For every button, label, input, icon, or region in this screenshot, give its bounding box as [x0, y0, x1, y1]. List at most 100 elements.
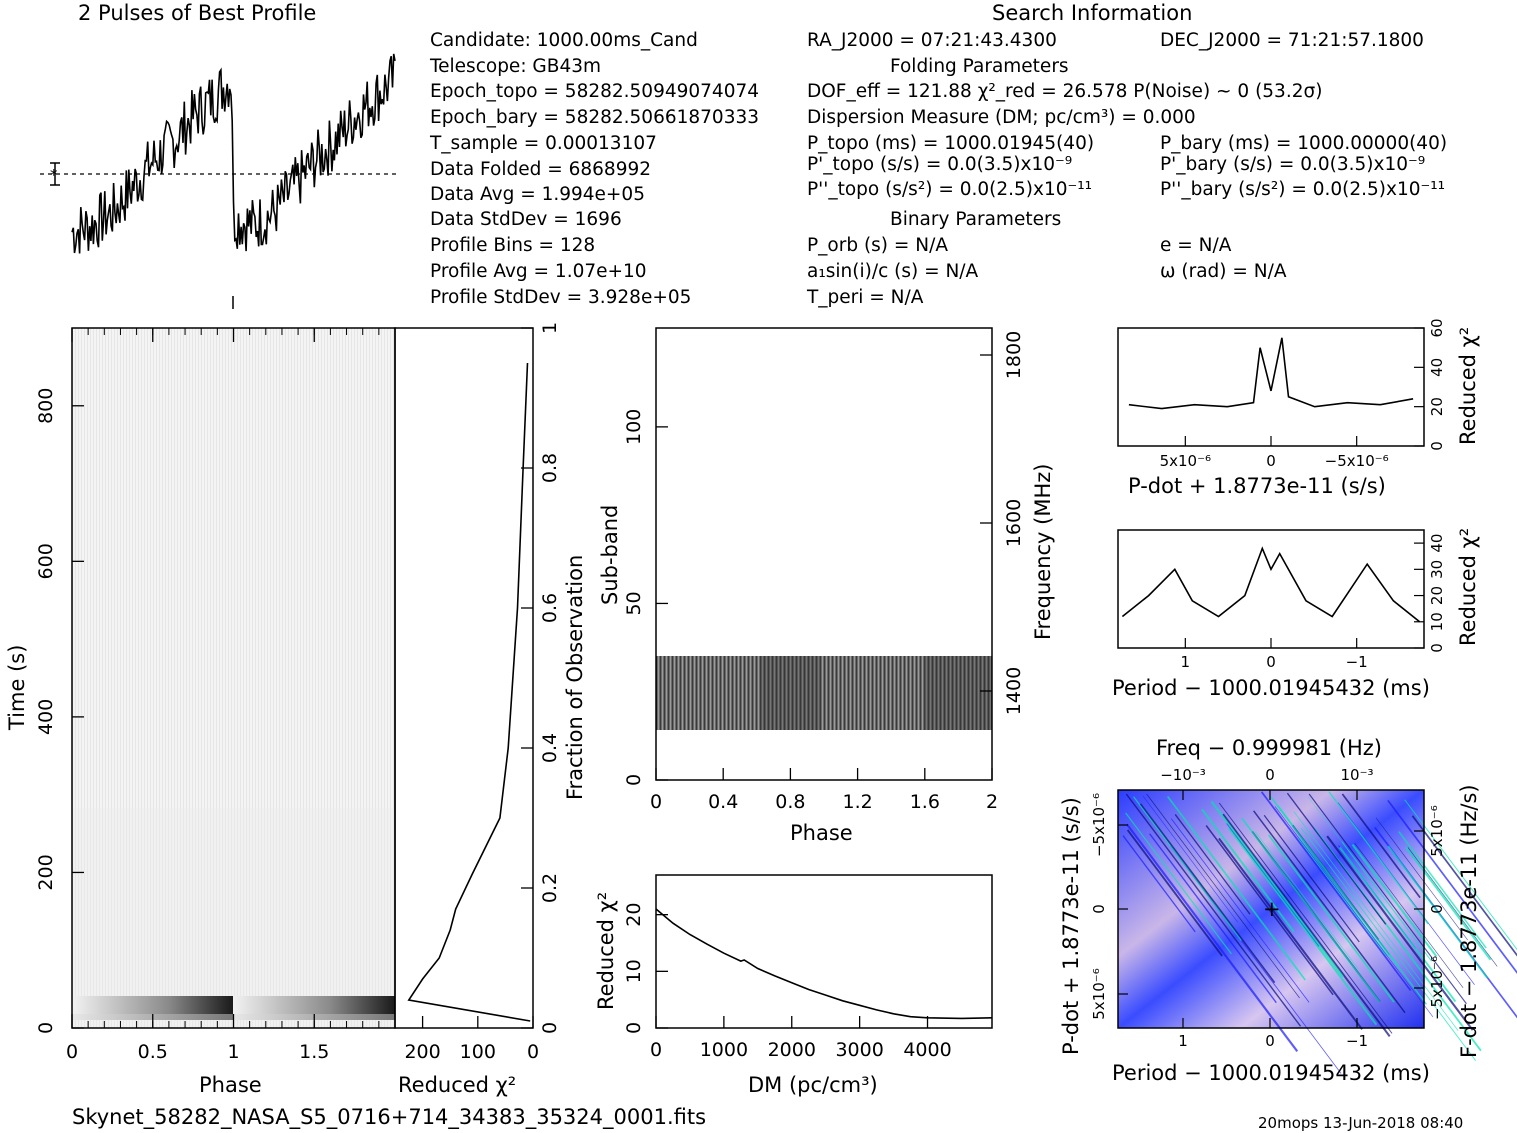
a1sini: a₁sin(i)/c (s) = N/A	[807, 261, 979, 282]
pp-x2tick-label: −10⁻³	[1160, 766, 1206, 784]
tp-ytick-label: 800	[35, 388, 57, 424]
tp-ytick-label: 0	[35, 1022, 57, 1034]
sb-ytick-label: 100	[623, 409, 645, 445]
time-chi2-series	[407, 362, 531, 1022]
pr-ytick-label: 30	[1428, 560, 1446, 579]
dm-xtick-label: 0	[650, 1039, 662, 1061]
ppdot-streak	[1267, 834, 1395, 1003]
pulse-band-2	[233, 996, 395, 1014]
sb-ytick-label: 0	[623, 774, 645, 786]
dm-ylabel: Reduced χ²	[594, 892, 618, 1010]
ppdot-ylabel: P-dot + 1.8773e-11 (s/s)	[1059, 797, 1083, 1055]
ppdot-streak	[1341, 793, 1421, 899]
ppdot-streak	[1404, 799, 1517, 951]
folding-title: Folding Parameters	[890, 56, 1069, 77]
pd-ytick-label: 20	[1428, 397, 1446, 416]
dm-line: Dispersion Measure (DM; pc/cm³) = 0.000	[807, 107, 1196, 128]
ppdot-streak	[1300, 828, 1477, 1062]
ppdot-streak	[1255, 831, 1359, 969]
info-left-line: Epoch_topo = 58282.50949074074	[430, 81, 759, 102]
pd-xtick-label: −5x10⁻⁶	[1325, 452, 1389, 470]
ppdot-streak	[1146, 793, 1300, 999]
ppdot-streak	[1260, 791, 1412, 992]
period-chi2-series	[1121, 546, 1421, 623]
dec: DEC_J2000 = 71:21:57.1800	[1160, 30, 1424, 51]
pp-x2tick-label: 10⁻³	[1340, 766, 1373, 784]
time-phase-xlabel: Phase	[199, 1073, 262, 1097]
binary-title: Binary Parameters	[890, 209, 1061, 230]
ppdot-streak	[1398, 831, 1487, 949]
ppdot-streak	[1274, 806, 1434, 1018]
tc-ytick-label: 0.8	[539, 453, 561, 483]
ppdot-streak	[1375, 817, 1468, 941]
tp-xtick-label: 0.5	[138, 1041, 168, 1063]
sb-y2tick-label: 1600	[1003, 499, 1025, 547]
ppdot-streak	[1218, 837, 1363, 1030]
t-peri: T_peri = N/A	[806, 287, 924, 308]
ppdot-streaks	[1122, 791, 1517, 1074]
subband-plot: 0 0.4 0.8 1.2 1.6 2 0 50 100 1400 1600 1800 Phase S…	[598, 327, 1055, 845]
tp-xtick-label: 1	[227, 1041, 239, 1063]
ppdot-streak	[1354, 843, 1464, 988]
pdd-topo: P''_topo (s/s²) = 0.0(2.5)x10⁻¹¹	[807, 179, 1092, 200]
pr-xtick-label: −1	[1346, 653, 1368, 671]
info-left-line: Epoch_bary = 58282.50661870333	[430, 107, 759, 128]
tp-ytick-label: 200	[35, 854, 57, 890]
ppdot-streak	[1133, 796, 1242, 941]
pp-y2tick-label: −5x10⁻⁶	[1428, 956, 1446, 1020]
search-title: Search Information	[992, 1, 1192, 25]
pp-xtick-label: −1	[1346, 1032, 1368, 1050]
ppdot-streak	[1411, 815, 1517, 957]
tc-ytick-label: 0	[539, 1022, 561, 1034]
tc-ytick-label: 1	[539, 322, 561, 334]
ppdot-streak	[1149, 833, 1277, 1004]
svg-text:*: *	[50, 166, 58, 184]
tc-ytick-label: 0.2	[539, 873, 561, 903]
ppdot-streak	[1263, 814, 1360, 943]
pp-xtick-label: 0	[1265, 1032, 1275, 1050]
footer-filename: Skynet_58282_NASA_S5_0716+714_34383_3532…	[72, 1105, 706, 1130]
tp-ytick-label: 600	[35, 543, 57, 579]
ppdot-streak	[1407, 847, 1498, 967]
ppdot-streak	[1174, 814, 1251, 915]
pd-bary: P'_bary (s/s) = 0.0(3.5)x10⁻⁹	[1160, 154, 1425, 175]
subband-occupied-dark2	[925, 656, 992, 730]
info-left-line: Data Folded = 6868992	[430, 159, 651, 180]
pp-xtick-label: 1	[1178, 1032, 1188, 1050]
ppdot-streak	[1126, 829, 1223, 957]
ppdot-streak	[1125, 793, 1302, 1027]
ppdot-streak	[1222, 813, 1391, 1037]
ppdot-y2label: F-dot − 1.8773e-11 (Hz/s)	[1457, 784, 1481, 1058]
sb-xtick-label: 1.6	[910, 791, 940, 813]
ppdot-center-marker: +	[1263, 897, 1281, 921]
sb-xtick-label: 0.4	[708, 791, 738, 813]
dm-xtick-label: 2000	[768, 1039, 816, 1061]
dm-ytick-label: 0	[623, 1022, 645, 1034]
ppdot-streak	[1293, 811, 1459, 1031]
pr-ytick-label: 40	[1428, 534, 1446, 553]
subband-occupied	[656, 656, 992, 730]
period-ylabel: Reduced χ²	[1456, 528, 1480, 646]
pd-ytick-label: 60	[1428, 318, 1446, 337]
subband-y2label: Frequency (MHz)	[1031, 464, 1055, 640]
pp-x2tick-label: 0	[1265, 766, 1275, 784]
ppdot-streak	[1139, 803, 1276, 984]
sb-y2tick-label: 1800	[1003, 331, 1025, 379]
p-topo: P_topo (ms) = 1000.01945(40)	[807, 133, 1094, 154]
ppdot-streak	[1170, 818, 1310, 1003]
pdot-xlabel: P-dot + 1.8773e-11 (s/s)	[1128, 474, 1386, 498]
sb-xtick-label: 0	[650, 791, 662, 813]
dm-ytick-label: 20	[623, 903, 645, 927]
time-phase-plot: 0 0.5 1 1.5 0 200 400 600 800 Phase Time (s)	[5, 327, 396, 1097]
ppdot-streak	[1405, 846, 1492, 961]
dm-xtick-label: 4000	[903, 1039, 951, 1061]
ppdot-streak	[1241, 817, 1381, 1003]
ppdot-streak	[1339, 846, 1457, 1003]
info-left-line: Candidate: 1000.00ms_Cand	[430, 30, 698, 51]
info-left-line: Profile StdDev = 3.928e+05	[430, 287, 691, 308]
info-left-line: Data Avg = 1.994e+05	[430, 184, 645, 205]
time-chi2-ylabel: Fraction of Observation	[563, 555, 587, 800]
pd-ytick-label: 0	[1428, 441, 1446, 451]
ppdot-streak	[1205, 825, 1334, 996]
